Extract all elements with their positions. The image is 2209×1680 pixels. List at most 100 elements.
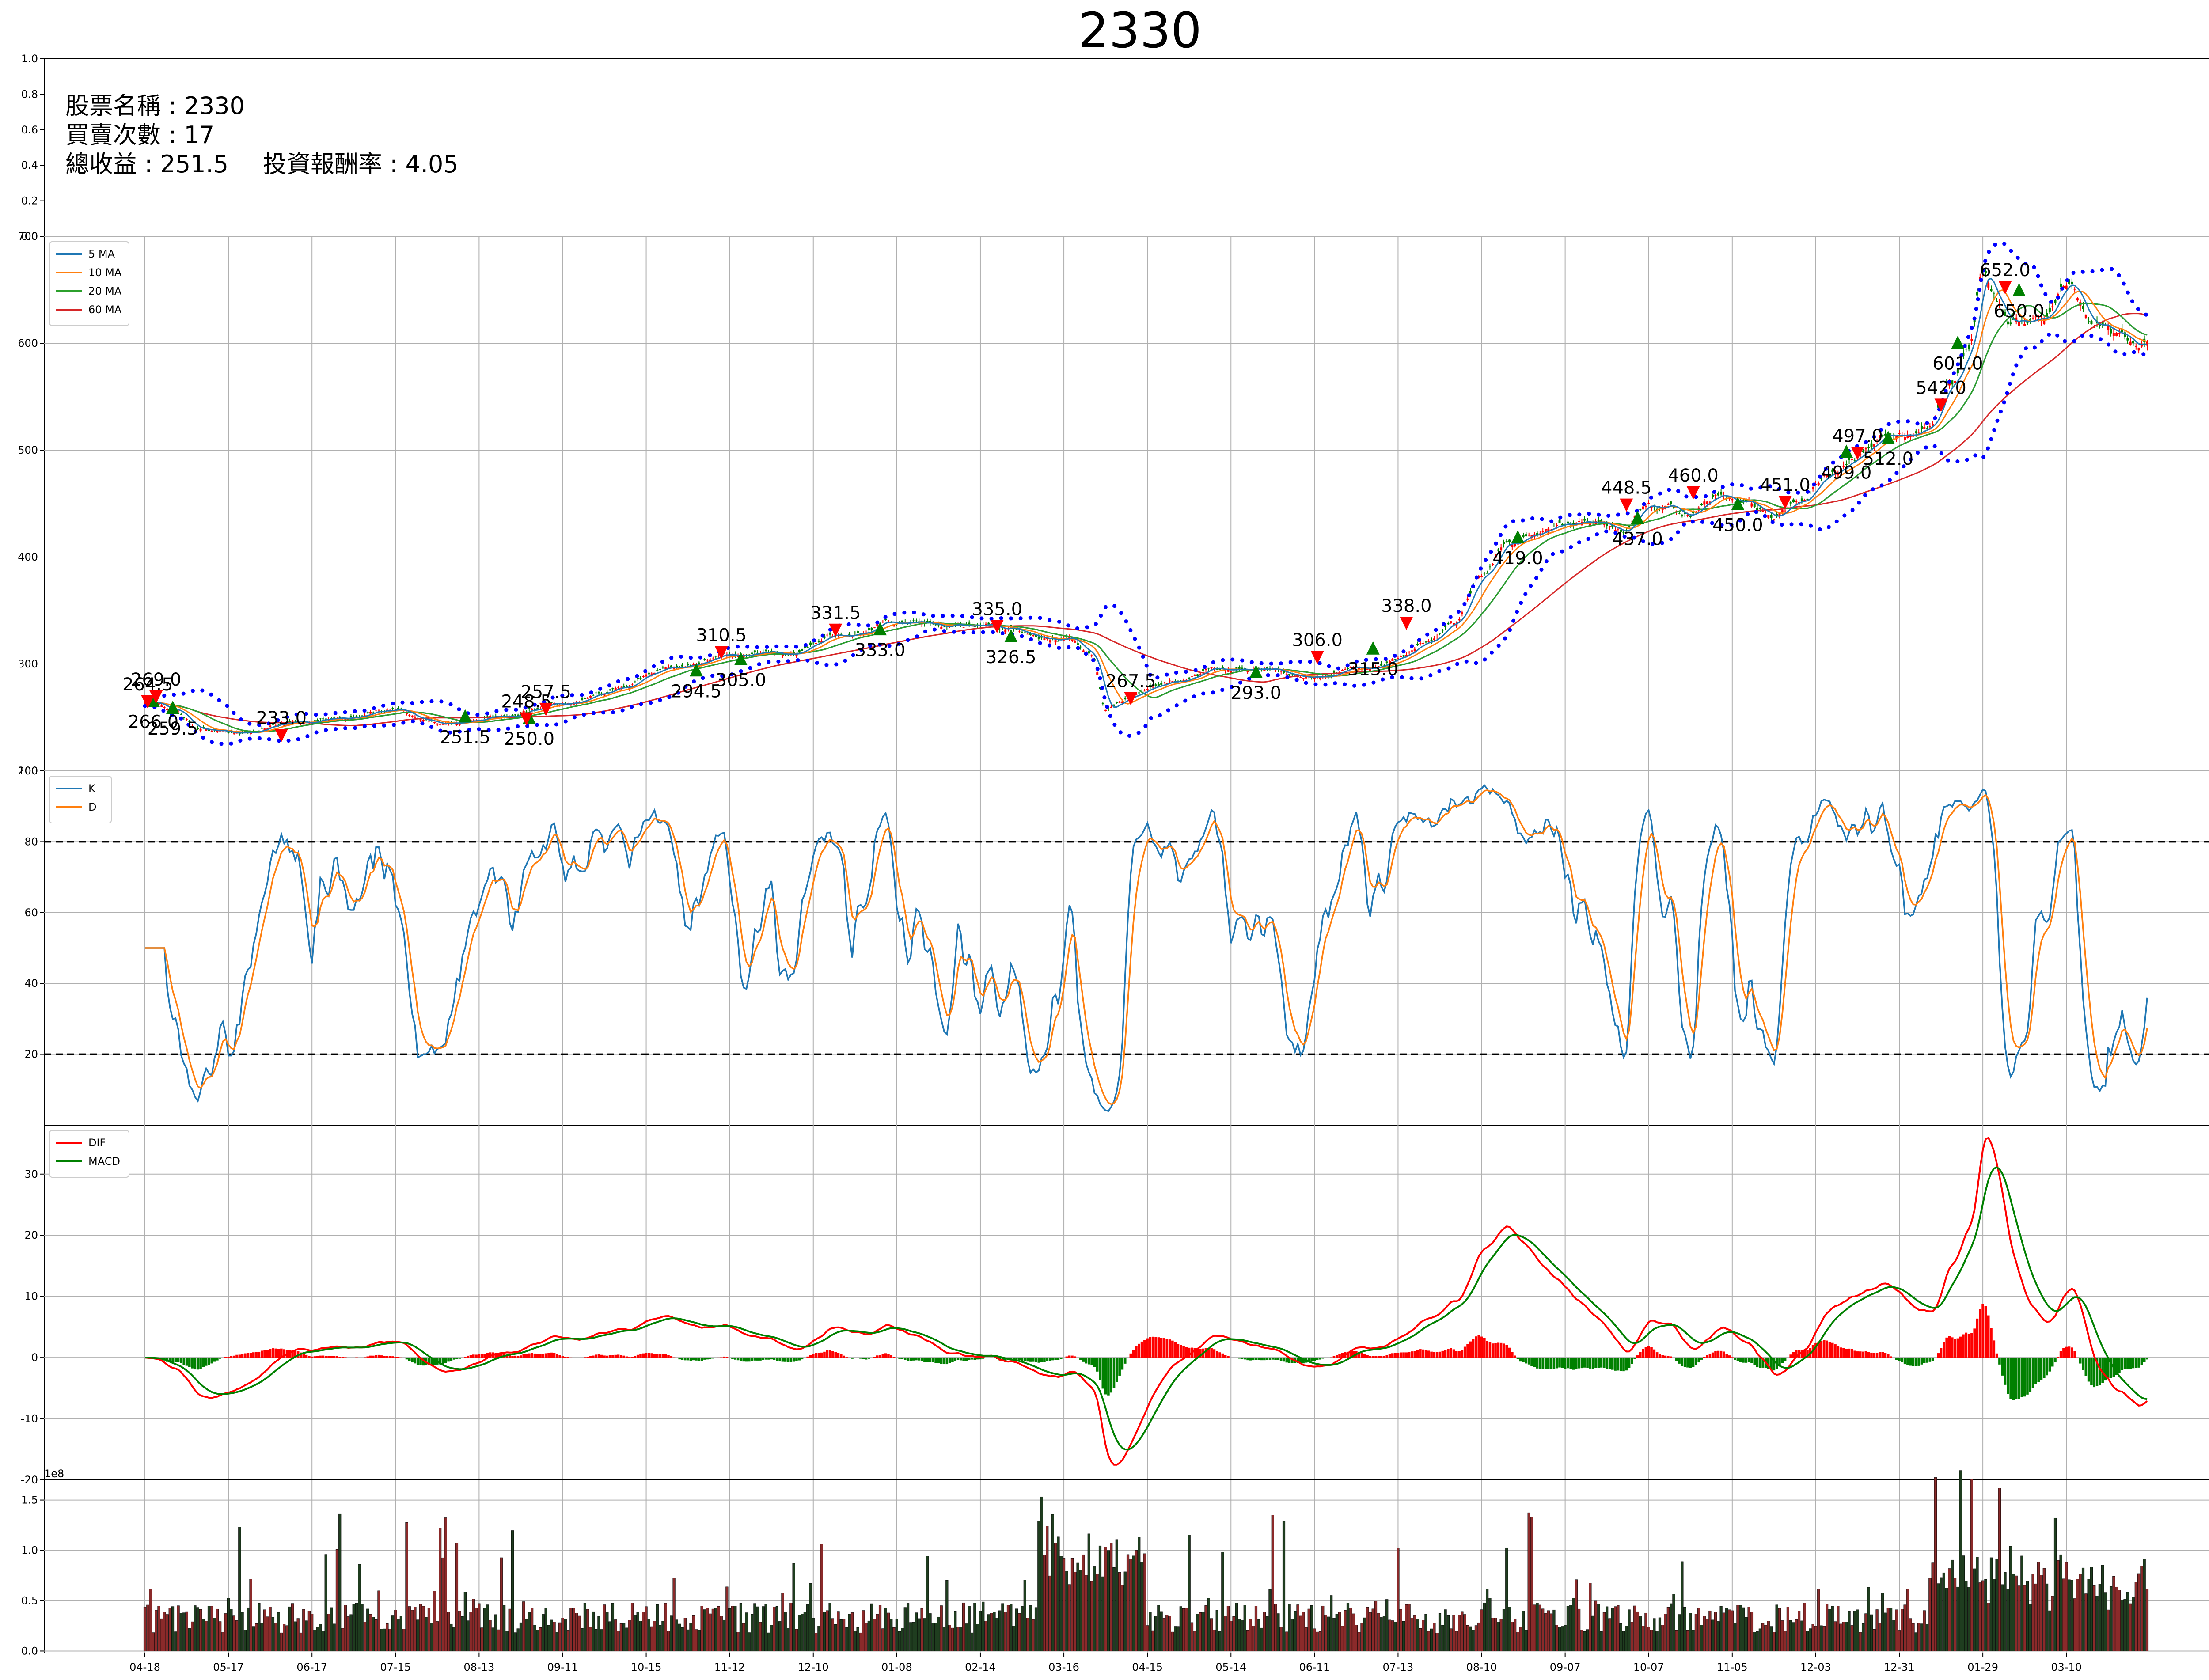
macd-bar: [736, 1358, 740, 1361]
macd-bar: [1255, 1358, 1257, 1360]
macd-bar: [770, 1358, 773, 1360]
macd-bar: [1129, 1353, 1132, 1358]
candle-body: [2076, 298, 2079, 301]
volume-bar: [1358, 1632, 1361, 1651]
volume-bar: [965, 1623, 968, 1651]
volume-bar: [291, 1603, 294, 1651]
volume-bar: [2101, 1565, 2104, 1651]
volume-bar: [739, 1603, 742, 1651]
macd-bar: [1708, 1354, 1712, 1358]
macd-bar: [308, 1356, 311, 1358]
volume-bar: [1193, 1631, 1196, 1651]
candle-body: [1522, 535, 1525, 537]
candle-body: [639, 678, 642, 679]
volume-bar: [1664, 1614, 1667, 1651]
macd-bar: [823, 1351, 826, 1358]
macd-bar: [2062, 1348, 2065, 1358]
candle-body: [1118, 702, 1121, 703]
volume-bar: [1948, 1568, 1951, 1651]
volume-bar: [243, 1630, 247, 1651]
macd-bar: [1541, 1358, 1545, 1369]
candle-body: [1817, 483, 1820, 485]
macd-bar: [1241, 1358, 1244, 1359]
price-ytick-label: 600: [18, 337, 38, 349]
macd-bar: [1215, 1351, 1218, 1358]
macd-bar: [1279, 1358, 1283, 1361]
macd-bar: [1898, 1358, 1901, 1361]
candle-body: [1441, 630, 1444, 631]
macd-bar: [1210, 1348, 1213, 1358]
candle-body: [1951, 380, 1954, 385]
volume-bar: [1210, 1618, 1213, 1651]
volume-bar: [1575, 1579, 1578, 1651]
volume-bar: [1803, 1603, 1806, 1651]
candle-body: [1369, 669, 1371, 671]
macd-bar: [480, 1354, 483, 1358]
candle-body: [717, 656, 720, 657]
volume-bar: [586, 1609, 589, 1651]
volume-bar: [1294, 1611, 1297, 1651]
volume-bar: [1956, 1586, 1959, 1651]
candle-body: [1113, 704, 1116, 706]
volume-bar: [544, 1608, 547, 1651]
candle-body: [1778, 513, 1781, 516]
macd-bar: [1719, 1350, 1723, 1358]
macd-bar: [316, 1356, 319, 1358]
macd-bar: [670, 1356, 673, 1358]
macd-bar: [839, 1354, 843, 1358]
macd-bar: [1221, 1353, 1224, 1358]
candle-body: [1842, 465, 1845, 467]
macd-bar: [656, 1354, 659, 1358]
candle-body: [617, 687, 620, 688]
volume-bar: [2053, 1517, 2057, 1651]
candle-body: [1968, 345, 1970, 350]
macd-bar: [873, 1357, 876, 1358]
volume-bar: [1717, 1621, 1720, 1651]
volume-bar: [1202, 1612, 1205, 1651]
volume-bar: [1550, 1613, 1553, 1651]
macd-bar: [960, 1358, 962, 1361]
volume-bar: [973, 1603, 976, 1651]
volume-bar: [519, 1622, 523, 1651]
macd-bar: [1505, 1345, 1508, 1358]
volume-bar: [572, 1608, 575, 1651]
candle-body: [1405, 655, 1408, 656]
candle-body: [2048, 307, 2051, 312]
volume-bar: [1488, 1598, 1492, 1651]
candle-body: [511, 715, 514, 717]
candle-body: [288, 721, 291, 723]
macd-bar: [377, 1354, 380, 1358]
volume-bar: [2015, 1575, 2018, 1651]
macd-bar: [1299, 1358, 1302, 1363]
macd-bar: [1770, 1358, 1773, 1370]
macd-bar: [932, 1358, 934, 1362]
macd-bar: [344, 1357, 347, 1358]
macd-bar: [369, 1355, 372, 1358]
macd-bar: [1341, 1353, 1344, 1358]
macd-bar: [1903, 1358, 1906, 1365]
volume-bar: [1096, 1574, 1099, 1651]
candle-body: [1686, 515, 1689, 516]
macd-bar: [1736, 1358, 1739, 1361]
candle-body: [1380, 663, 1383, 666]
volume-bar: [2123, 1599, 2126, 1651]
volume-bar: [1890, 1608, 1893, 1651]
volume-bar: [2042, 1568, 2046, 1651]
volume-bar: [1182, 1608, 1185, 1651]
candle-body: [1806, 499, 1809, 500]
macd-bar: [567, 1357, 569, 1358]
macd-bar: [1182, 1346, 1185, 1358]
volume-bar: [1809, 1628, 1812, 1651]
volume-bar: [1188, 1535, 1191, 1651]
candle-body: [517, 714, 520, 716]
macd-bar: [1778, 1358, 1781, 1366]
candle-body: [1188, 677, 1191, 679]
macd-bar: [617, 1354, 620, 1358]
macd-bar: [1263, 1358, 1266, 1361]
macd-bar: [249, 1353, 252, 1358]
volume-bar: [375, 1619, 378, 1651]
volume-bar: [798, 1615, 801, 1651]
macd-bar: [2023, 1358, 2026, 1397]
macd-bar: [428, 1358, 430, 1365]
